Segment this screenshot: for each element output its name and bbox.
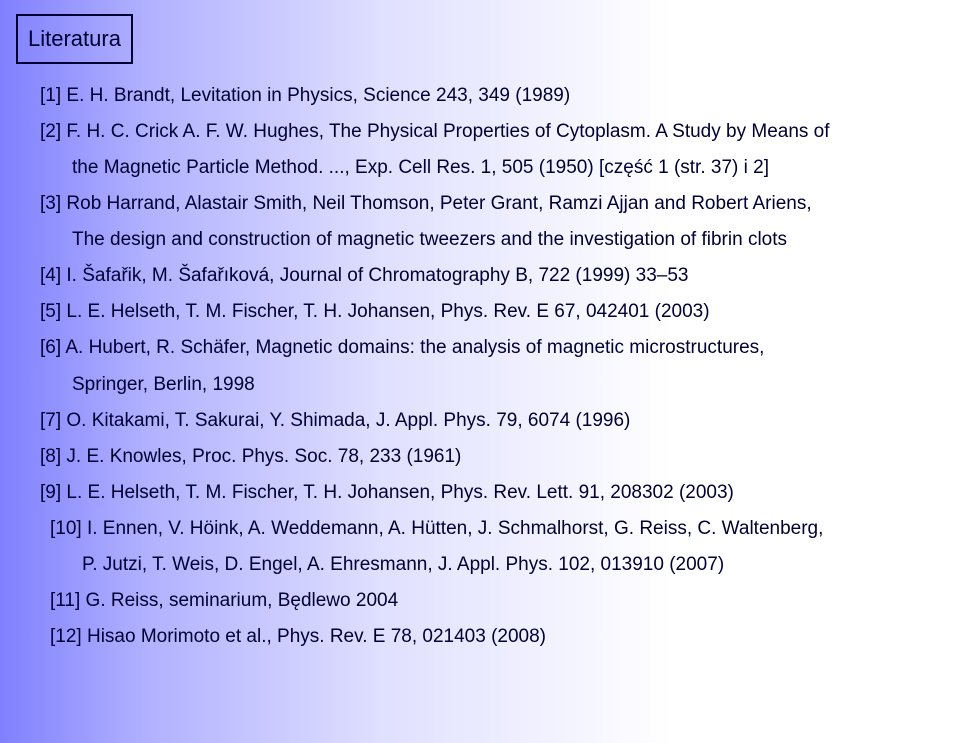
ref-1: [1] E. H. Brandt, Levitation in Physics,… <box>14 78 946 114</box>
ref-text: P. Jutzi, T. Weis, D. Engel, A. Ehresman… <box>82 554 724 575</box>
ref-text: [11] G. Reiss, seminarium, Będlewo 2004 <box>50 590 398 611</box>
ref-text: [10] I. Ennen, V. Höink, A. Weddemann, A… <box>50 518 823 539</box>
ref-text: [8] J. E. Knowles, Proc. Phys. Soc. 78, … <box>40 446 461 467</box>
ref-text: [7] O. Kitakami, T. Sakurai, Y. Shimada,… <box>40 410 630 431</box>
ref-6-cont: Springer, Berlin, 1998 <box>14 367 946 403</box>
title-box: Literatura <box>16 14 133 64</box>
ref-text: [6] A. Hubert, R. Schäfer, Magnetic doma… <box>40 337 764 358</box>
ref-text: [5] L. E. Helseth, T. M. Fischer, T. H. … <box>40 301 710 322</box>
ref-10: [10] I. Ennen, V. Höink, A. Weddemann, A… <box>14 511 946 547</box>
ref-3: [3] Rob Harrand, Alastair Smith, Neil Th… <box>14 186 946 222</box>
ref-8: [8] J. E. Knowles, Proc. Phys. Soc. 78, … <box>14 439 946 475</box>
ref-text: [1] E. H. Brandt, Levitation in Physics,… <box>40 85 570 106</box>
ref-7: [7] O. Kitakami, T. Sakurai, Y. Shimada,… <box>14 403 946 439</box>
ref-2: [2] F. H. C. Crick A. F. W. Hughes, The … <box>14 114 946 150</box>
ref-text: [9] L. E. Helseth, T. M. Fischer, T. H. … <box>40 482 734 503</box>
ref-2-cont: the Magnetic Particle Method. ..., Exp. … <box>14 150 946 186</box>
ref-4: [4] I. Šafařik, M. Šafařıková, Journal o… <box>14 258 946 294</box>
ref-5: [5] L. E. Helseth, T. M. Fischer, T. H. … <box>14 294 946 330</box>
ref-text: [2] F. H. C. Crick A. F. W. Hughes, The … <box>40 121 830 142</box>
page-title: Literatura <box>28 26 121 51</box>
reference-list: [1] E. H. Brandt, Levitation in Physics,… <box>14 78 946 656</box>
ref-text: [3] Rob Harrand, Alastair Smith, Neil Th… <box>40 193 812 214</box>
ref-3-cont: The design and construction of magnetic … <box>14 222 946 258</box>
ref-text: the Magnetic Particle Method. ..., Exp. … <box>72 157 769 178</box>
ref-text: Springer, Berlin, 1998 <box>72 374 255 395</box>
ref-6: [6] A. Hubert, R. Schäfer, Magnetic doma… <box>14 330 946 366</box>
ref-text: [4] I. Šafařik, M. Šafařıková, Journal o… <box>40 265 688 286</box>
ref-text: The design and construction of magnetic … <box>72 229 787 250</box>
ref-12: [12] Hisao Morimoto et al., Phys. Rev. E… <box>14 619 946 655</box>
ref-11: [11] G. Reiss, seminarium, Będlewo 2004 <box>14 583 946 619</box>
ref-10-cont: P. Jutzi, T. Weis, D. Engel, A. Ehresman… <box>14 547 946 583</box>
ref-text: [12] Hisao Morimoto et al., Phys. Rev. E… <box>50 626 546 647</box>
ref-9: [9] L. E. Helseth, T. M. Fischer, T. H. … <box>14 475 946 511</box>
